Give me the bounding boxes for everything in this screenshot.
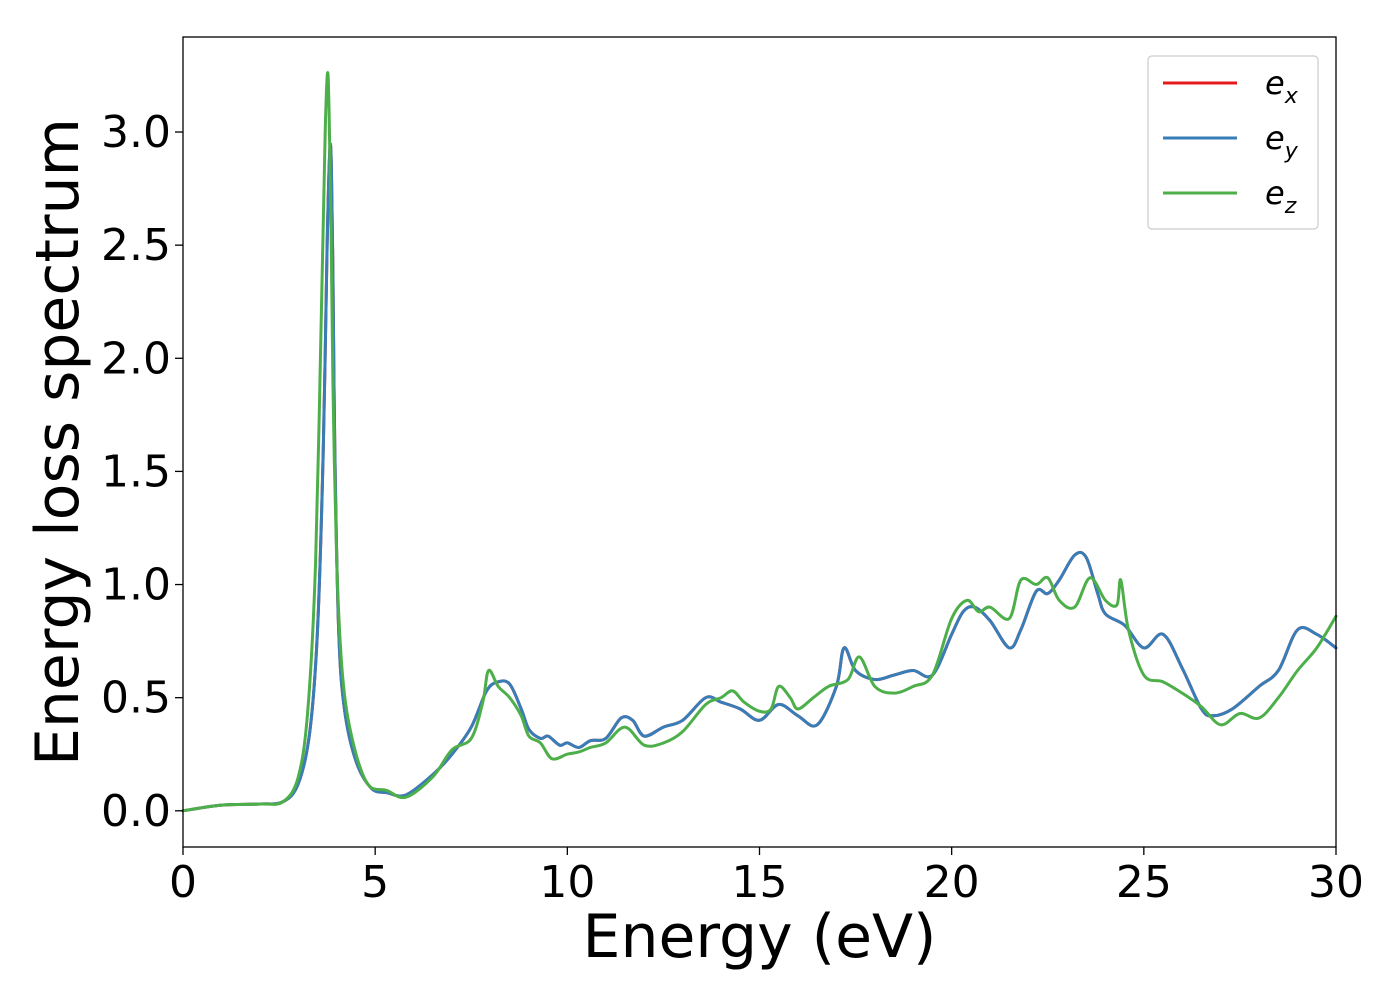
y-axis-ticks: 0.0 0.5 1.0 1.5 2.0 2.5 3.0 — [101, 107, 183, 837]
x-tick-label: 5 — [361, 857, 389, 908]
y-axis-label: Energy loss spectrum — [23, 118, 93, 766]
x-tick-label: 20 — [924, 857, 980, 908]
y-tick-label: 3.0 — [101, 107, 171, 158]
x-tick-label: 25 — [1116, 857, 1172, 908]
series-layer — [181, 71, 1338, 813]
x-tick-label: 15 — [732, 857, 788, 908]
y-tick-label: 2.5 — [101, 220, 171, 271]
y-tick-label: 1.0 — [101, 560, 171, 611]
y-tick-label: 2.0 — [101, 333, 171, 384]
x-tick-label: 0 — [169, 857, 197, 908]
y-tick-label: 0.0 — [101, 786, 171, 837]
x-axis-ticks: 0 5 10 15 20 25 30 — [169, 847, 1364, 908]
x-tick-label: 10 — [539, 857, 595, 908]
x-tick-label: 30 — [1308, 857, 1364, 908]
y-tick-label: 1.5 — [101, 446, 171, 497]
series-line-e-z — [181, 71, 1338, 813]
y-tick-label: 0.5 — [101, 673, 171, 724]
legend-box — [1147, 55, 1319, 230]
x-axis-label: Energy (eV) — [583, 902, 937, 972]
